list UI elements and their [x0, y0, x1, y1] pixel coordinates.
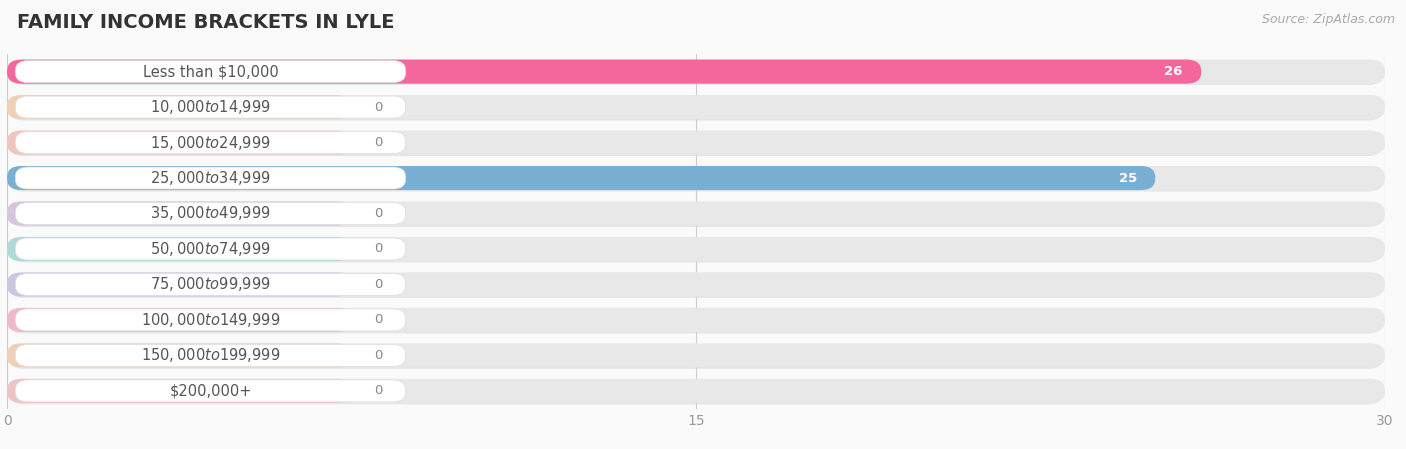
FancyBboxPatch shape: [7, 166, 1156, 190]
Text: $35,000 to $49,999: $35,000 to $49,999: [150, 204, 271, 223]
Text: Source: ZipAtlas.com: Source: ZipAtlas.com: [1261, 13, 1395, 26]
FancyBboxPatch shape: [15, 202, 406, 224]
FancyBboxPatch shape: [10, 308, 1382, 334]
FancyBboxPatch shape: [10, 344, 1382, 369]
FancyBboxPatch shape: [10, 273, 1382, 298]
FancyBboxPatch shape: [10, 167, 1382, 192]
FancyBboxPatch shape: [15, 132, 406, 154]
Text: 0: 0: [374, 101, 382, 114]
FancyBboxPatch shape: [15, 273, 406, 295]
FancyBboxPatch shape: [7, 202, 1385, 225]
Text: $25,000 to $34,999: $25,000 to $34,999: [150, 169, 271, 187]
FancyBboxPatch shape: [15, 309, 406, 331]
FancyBboxPatch shape: [7, 273, 351, 296]
Text: FAMILY INCOME BRACKETS IN LYLE: FAMILY INCOME BRACKETS IN LYLE: [17, 13, 394, 32]
FancyBboxPatch shape: [7, 60, 1201, 84]
Text: 0: 0: [374, 313, 382, 326]
FancyBboxPatch shape: [15, 238, 406, 260]
Text: 0: 0: [374, 136, 382, 149]
FancyBboxPatch shape: [7, 95, 351, 119]
FancyBboxPatch shape: [7, 202, 351, 225]
FancyBboxPatch shape: [10, 379, 1382, 405]
FancyBboxPatch shape: [7, 343, 351, 367]
FancyBboxPatch shape: [7, 60, 1385, 84]
FancyBboxPatch shape: [10, 131, 1382, 156]
Text: $10,000 to $14,999: $10,000 to $14,999: [150, 98, 271, 116]
FancyBboxPatch shape: [7, 273, 1385, 296]
Text: 0: 0: [374, 278, 382, 291]
FancyBboxPatch shape: [7, 95, 1385, 119]
Text: 0: 0: [374, 207, 382, 220]
Text: $15,000 to $24,999: $15,000 to $24,999: [150, 133, 271, 152]
Text: 0: 0: [374, 242, 382, 255]
FancyBboxPatch shape: [7, 166, 1385, 190]
FancyBboxPatch shape: [7, 237, 1385, 261]
FancyBboxPatch shape: [7, 308, 351, 332]
FancyBboxPatch shape: [7, 131, 1385, 154]
FancyBboxPatch shape: [15, 61, 406, 83]
FancyBboxPatch shape: [10, 60, 1382, 85]
FancyBboxPatch shape: [7, 343, 1385, 367]
Text: Less than $10,000: Less than $10,000: [142, 64, 278, 79]
FancyBboxPatch shape: [10, 96, 1382, 121]
FancyBboxPatch shape: [7, 237, 351, 261]
Text: 0: 0: [374, 384, 382, 397]
FancyBboxPatch shape: [15, 167, 406, 189]
Text: 26: 26: [1164, 65, 1182, 78]
Text: 0: 0: [374, 349, 382, 362]
FancyBboxPatch shape: [15, 344, 406, 366]
Text: $75,000 to $99,999: $75,000 to $99,999: [150, 275, 271, 294]
FancyBboxPatch shape: [7, 308, 1385, 332]
FancyBboxPatch shape: [15, 380, 406, 402]
FancyBboxPatch shape: [7, 379, 351, 403]
Text: $50,000 to $74,999: $50,000 to $74,999: [150, 240, 271, 258]
FancyBboxPatch shape: [7, 379, 1385, 403]
FancyBboxPatch shape: [10, 202, 1382, 227]
FancyBboxPatch shape: [15, 96, 406, 118]
Text: $200,000+: $200,000+: [169, 383, 252, 398]
Text: 25: 25: [1119, 172, 1137, 185]
FancyBboxPatch shape: [10, 238, 1382, 263]
FancyBboxPatch shape: [7, 131, 351, 154]
Text: $150,000 to $199,999: $150,000 to $199,999: [141, 346, 280, 365]
Text: $100,000 to $149,999: $100,000 to $149,999: [141, 311, 280, 329]
